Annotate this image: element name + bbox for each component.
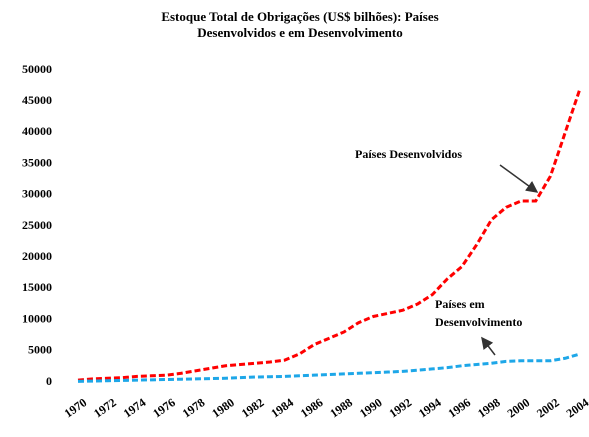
y-tick-label: 20000 — [22, 249, 52, 263]
x-tick-label: 1992 — [386, 395, 414, 420]
x-tick-label: 1978 — [180, 395, 208, 420]
x-tick-label: 2004 — [564, 395, 589, 420]
x-tick-label: 1982 — [239, 395, 267, 420]
y-tick-label: 0 — [46, 374, 52, 388]
annotation-arrow — [499, 164, 539, 193]
x-tick-label: 1984 — [268, 395, 296, 420]
x-tick-label: 1990 — [357, 395, 385, 420]
series-line — [77, 352, 581, 383]
x-tick-label: 1974 — [121, 395, 149, 420]
x-tick-label: 1972 — [91, 395, 119, 420]
annotation: Desenvolvimento — [435, 315, 522, 329]
y-tick-label: 15000 — [22, 280, 52, 294]
x-tick-label: 1994 — [416, 395, 444, 420]
y-tick-label: 45000 — [22, 93, 52, 107]
annotation-arrow — [481, 336, 496, 356]
chart-title: Desenvolvidos e em Desenvolvimento — [197, 25, 402, 40]
annotation: Países em — [435, 297, 485, 311]
series-line — [77, 88, 582, 382]
x-tick-label: 1980 — [209, 395, 237, 420]
y-tick-label: 50000 — [22, 62, 52, 76]
x-tick-label: 1976 — [150, 395, 178, 420]
x-tick-label: 1996 — [445, 395, 473, 420]
x-tick-label: 2002 — [534, 395, 562, 420]
y-tick-label: 30000 — [22, 187, 52, 201]
x-tick-label: 1998 — [475, 395, 503, 420]
y-tick-label: 10000 — [22, 311, 52, 325]
y-tick-label: 40000 — [22, 124, 52, 138]
x-tick-label: 1986 — [298, 395, 326, 420]
y-tick-label: 35000 — [22, 155, 52, 169]
chart-title: Estoque Total de Obrigações (US$ bilhões… — [161, 9, 438, 24]
y-tick-label: 25000 — [22, 218, 52, 232]
annotation: Países Desenvolvidos — [355, 147, 462, 161]
y-tick-label: 5000 — [28, 343, 52, 357]
x-tick-label: 1970 — [62, 395, 90, 420]
x-tick-label: 2000 — [505, 395, 533, 420]
x-tick-label: 1988 — [327, 395, 355, 420]
